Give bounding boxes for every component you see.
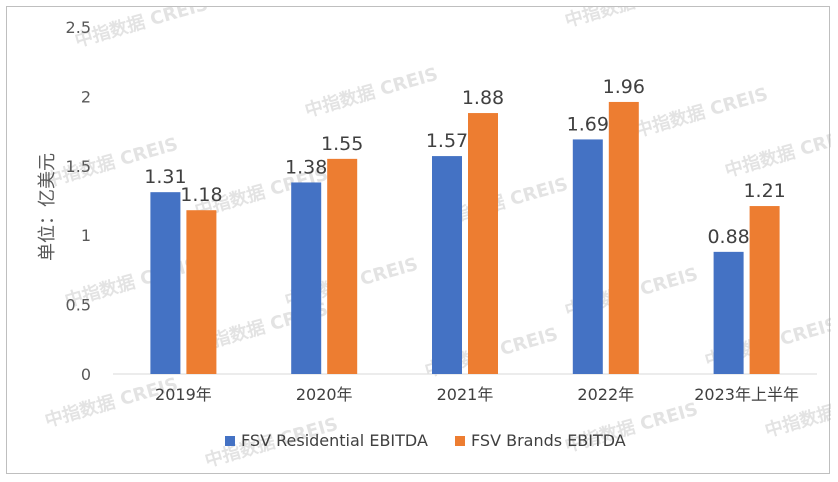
watermark-text: 中指数据 CREIS: [302, 63, 440, 122]
y-tick-label: 2.5: [66, 18, 91, 37]
bars-layer: [150, 101, 780, 375]
x-axis-labels: 2019年 2020年 2021年 2022年 2023年上半年: [155, 385, 799, 404]
y-tick-label: 2: [81, 87, 91, 106]
bar-brands: [749, 206, 780, 374]
data-label: 1.57: [426, 130, 468, 152]
x-tick-label: 2023年上半年: [694, 385, 799, 404]
y-tick-label: 1.5: [66, 157, 91, 176]
y-tick-label: 0: [81, 365, 91, 384]
data-label: 1.69: [567, 113, 609, 135]
watermark-text: 中指数据 CREIS: [72, 7, 210, 52]
legend-swatch-residential: [225, 436, 235, 446]
data-label: 1.96: [603, 76, 645, 98]
legend-label-brands: FSV Brands EBITDA: [471, 431, 626, 450]
bar-brands: [327, 158, 358, 374]
watermark-text: 中指数据 CREIS: [632, 83, 770, 142]
legend: FSV Residential EBITDA FSV Brands EBITDA: [225, 431, 626, 450]
data-label: 1.31: [144, 166, 186, 188]
y-axis-title: 单位：亿美元: [37, 153, 58, 261]
data-label: 1.88: [462, 87, 504, 109]
watermark-text: 中指数据 CREIS: [722, 123, 831, 182]
bar-residential: [432, 156, 462, 374]
legend-label-residential: FSV Residential EBITDA: [241, 431, 428, 450]
bar-residential: [150, 192, 181, 374]
bar-residential: [572, 139, 603, 374]
bar-brands: [186, 210, 217, 374]
y-tick-label: 0.5: [66, 296, 91, 315]
data-labels-layer: 1.311.18 1.381.55 1.57 1.88 1.69 1.96 0.88 1.21: [144, 76, 786, 248]
x-tick-label: 2019年: [155, 385, 212, 404]
data-label: 1.55: [321, 133, 363, 155]
bar-residential: [713, 251, 744, 374]
x-tick-label: 2022年: [577, 385, 634, 404]
data-label: 1.38: [285, 156, 327, 178]
x-tick-label: 2020年: [296, 385, 353, 404]
data-label: 0.88: [707, 226, 749, 248]
legend-swatch-brands: [455, 436, 465, 446]
chart-frame: 中指数据 CREIS 中指数据 CREIS 中指数据 CREIS 中指数据 CREIS…: [6, 0, 838, 474]
y-tick-label: 1: [81, 226, 91, 245]
watermark-text: 中指数据 CREIS: [562, 7, 700, 32]
bar-brands: [608, 101, 639, 375]
bar-brands: [468, 113, 498, 374]
bar-residential: [291, 182, 322, 374]
y-axis-ticks: 0 0.5 1 1.5 2 2.5: [66, 18, 91, 384]
data-label: 1.21: [743, 180, 785, 202]
data-label: 1.18: [180, 184, 222, 206]
x-tick-label: 2021年: [437, 385, 494, 404]
